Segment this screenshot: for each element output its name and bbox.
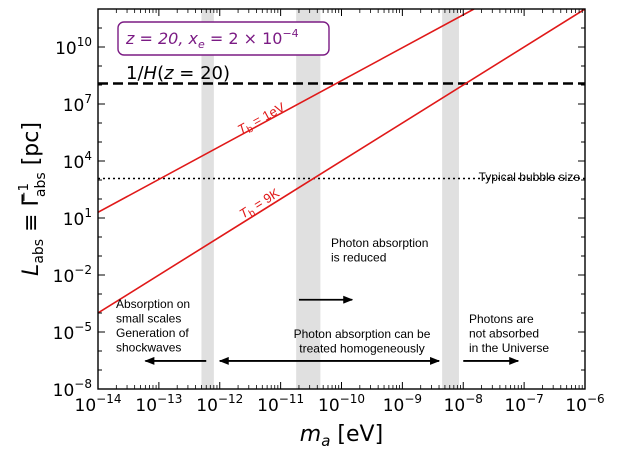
- x-tick-label: 10−10: [318, 392, 365, 416]
- y-tick-label: 101: [63, 206, 92, 230]
- middle-region-annotation: Photon absorption can be treated homogene…: [294, 327, 431, 356]
- x-tick-label: 10−8: [444, 392, 483, 416]
- y-tick-label: 10−2: [53, 263, 92, 287]
- series-label-1: Tb = 1eV: [235, 99, 289, 139]
- series-line-1: [98, 9, 475, 213]
- x-axis-label: ma [eV]: [300, 422, 383, 449]
- series-label-2: Tb = 9K: [237, 185, 284, 224]
- parameter-box: [117, 21, 330, 56]
- series-line-2: [98, 9, 585, 314]
- shaded-band-1: [201, 9, 214, 389]
- right-region-annotation: Photons are not absorbed in the Universe: [469, 312, 549, 355]
- y-tick-label: 104: [63, 149, 92, 173]
- x-tick-label: 10−7: [504, 392, 543, 416]
- plot-area: [98, 9, 585, 389]
- x-tick-label: 10−11: [257, 392, 304, 416]
- x-tick-label: 10−9: [383, 392, 422, 416]
- x-tick-label: 10−6: [565, 392, 604, 416]
- reduced-annotation: Photon absorption is reduced: [331, 236, 428, 265]
- y-axis-label: Labs ≡ Γ−1abs [pc]: [17, 122, 49, 276]
- shaded-band-2: [296, 9, 321, 389]
- ticks: [97, 8, 586, 390]
- y-tick-label: 10−5: [53, 320, 92, 344]
- y-tick-label: 10−8: [53, 377, 92, 401]
- x-tick-label: 10−13: [135, 392, 182, 416]
- x-tick-label: 10−12: [196, 392, 243, 416]
- parameter-box-label: z = 20, xe = 2 × 10−4: [125, 27, 299, 51]
- y-tick-label: 107: [63, 92, 92, 116]
- x-tick-label: 10−14: [75, 392, 122, 416]
- y-tick-label: 1010: [55, 35, 92, 59]
- shaded-band-3: [442, 9, 459, 389]
- hubble-label: 1/H(z = 20): [126, 63, 230, 84]
- bubble-size-label: Typical bubble size: [479, 170, 581, 184]
- left-region-annotation: Absorption on small scales Generation of sh…: [116, 297, 190, 355]
